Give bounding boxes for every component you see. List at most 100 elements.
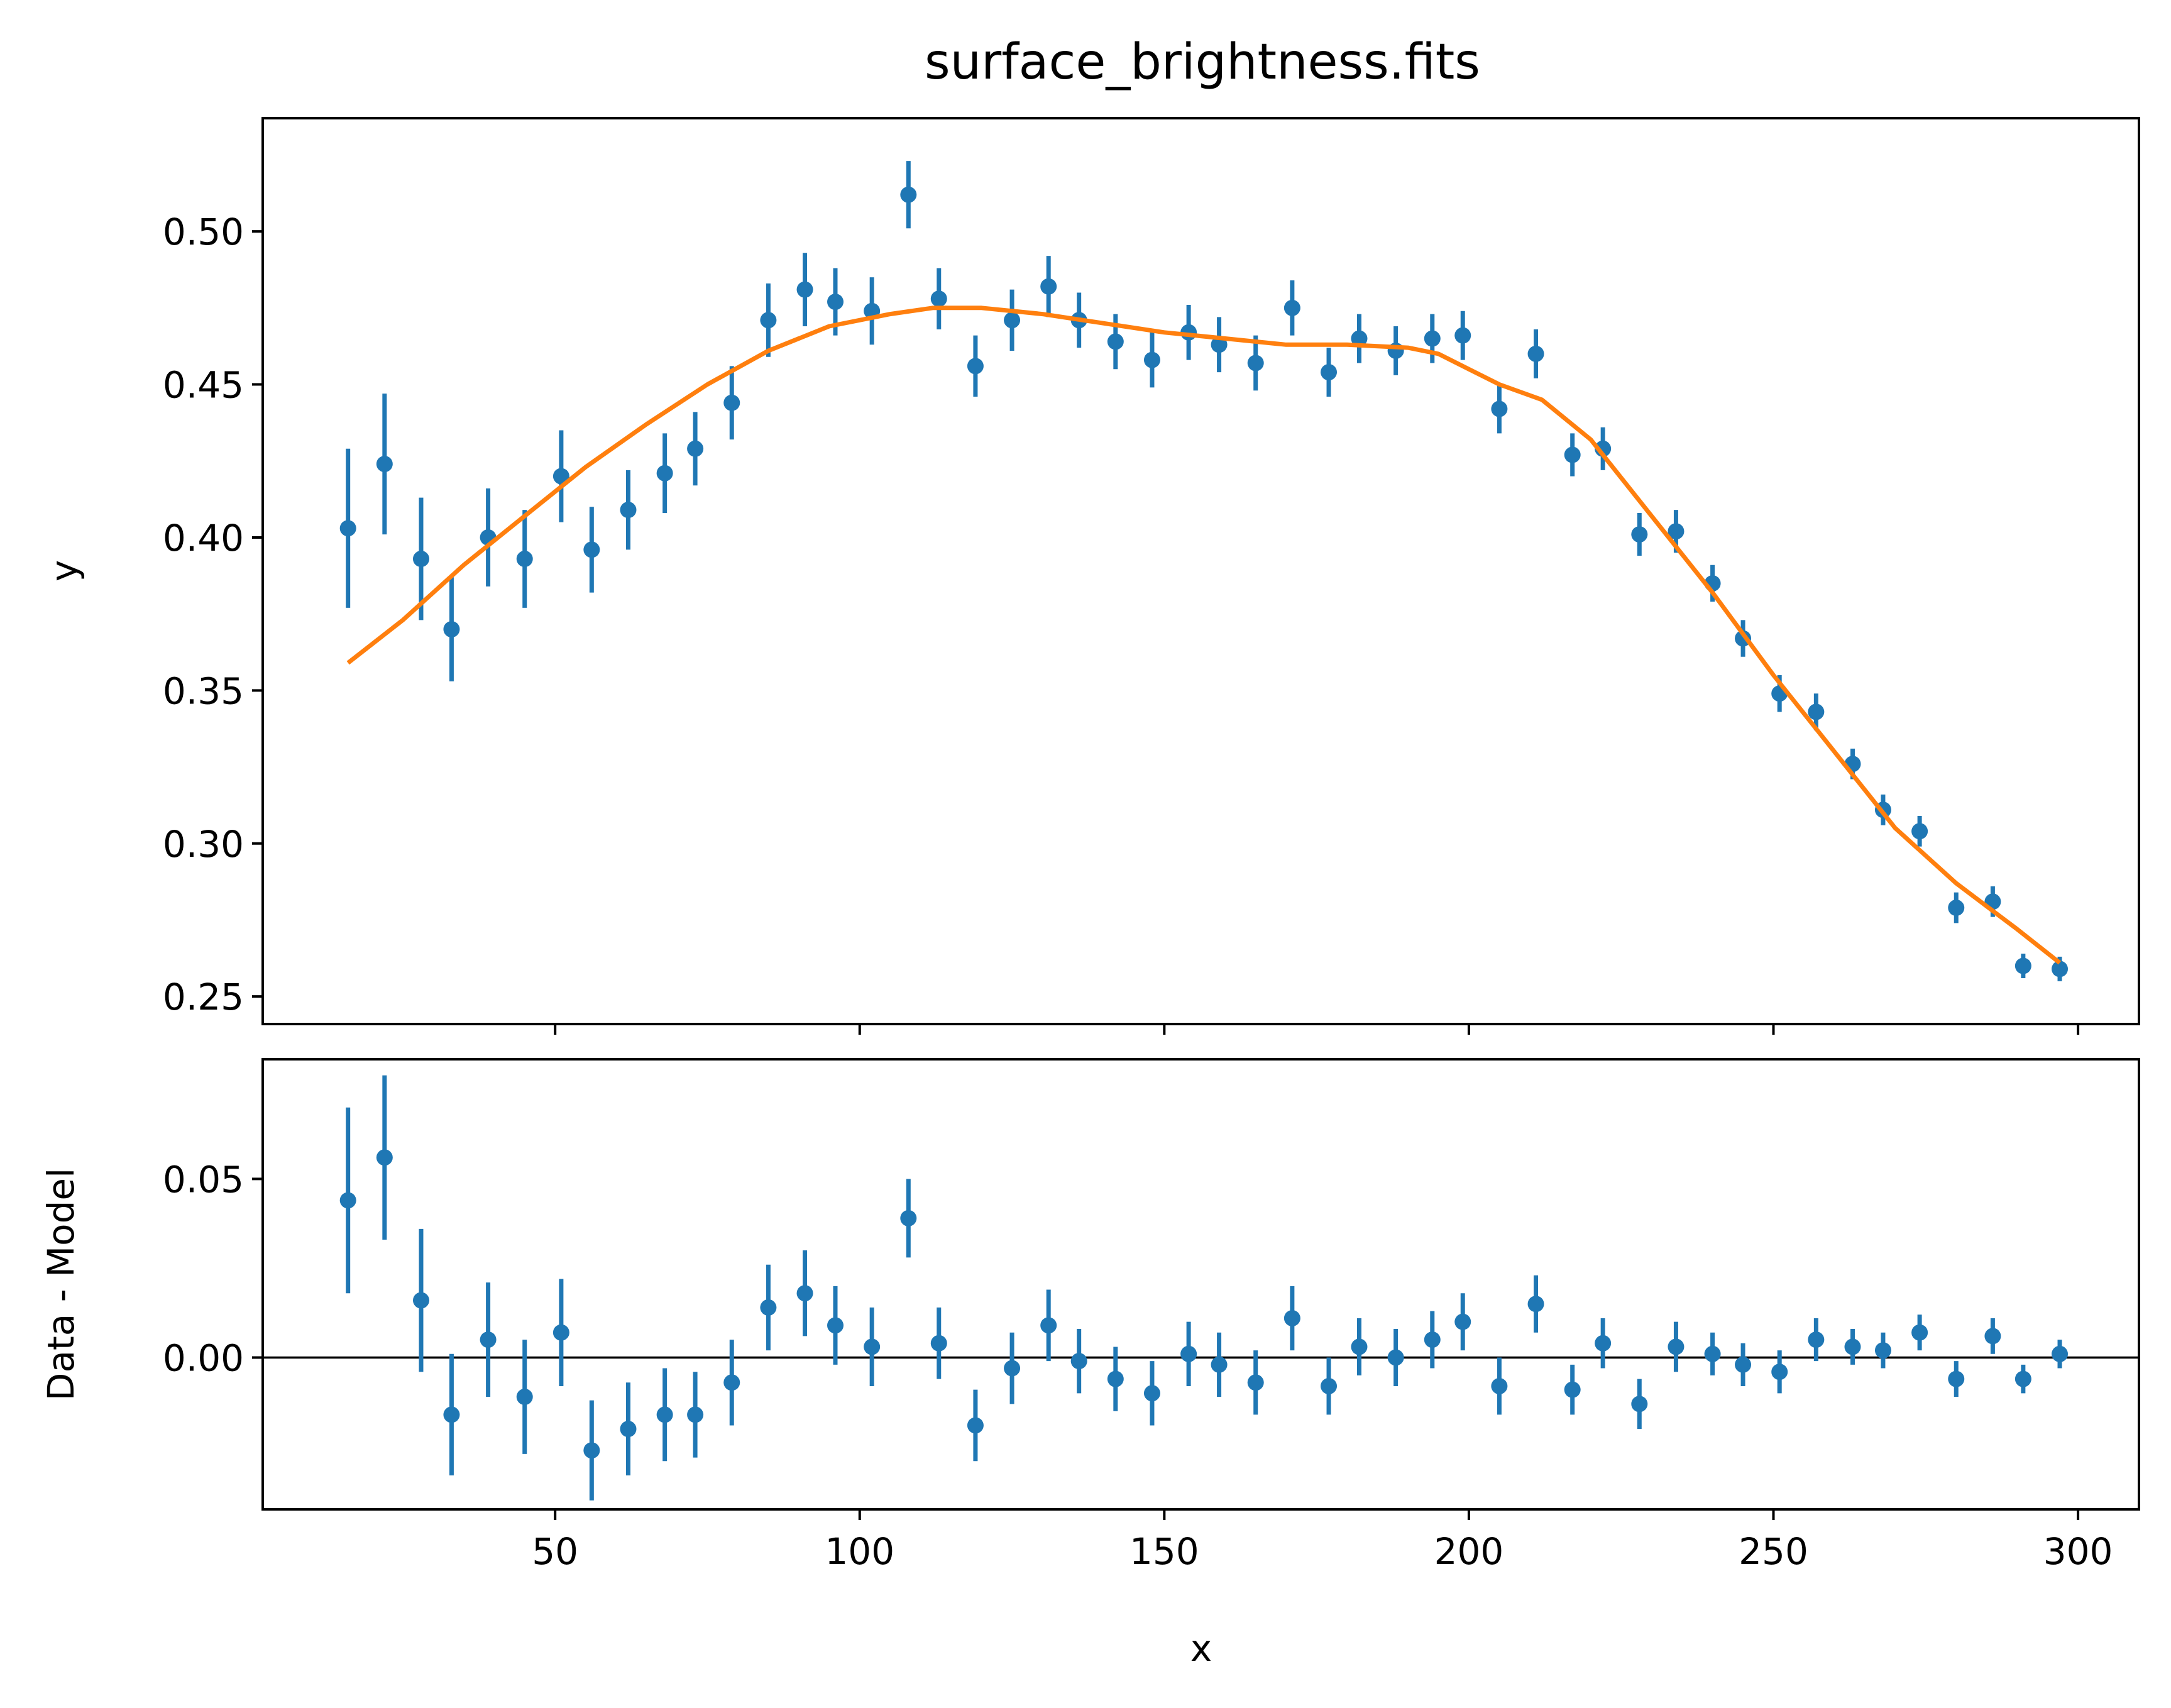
bottom-data-point xyxy=(967,1417,984,1434)
bottom-panel-frame xyxy=(261,1058,2140,1511)
top-data-point xyxy=(1564,446,1581,463)
bottom-data-point xyxy=(827,1317,844,1334)
bottom-data-point xyxy=(1984,1328,2001,1345)
bottom-data-point xyxy=(1704,1345,1721,1362)
top-y-tick-label: 0.40 xyxy=(163,517,244,559)
bottom-data-point xyxy=(376,1149,393,1166)
bottom-data-point xyxy=(516,1389,533,1405)
top-y-tick-label: 0.35 xyxy=(163,669,244,712)
top-data-point xyxy=(1040,278,1057,295)
bottom-data-point xyxy=(1564,1381,1581,1398)
bottom-data-point xyxy=(1844,1338,1861,1355)
bottom-data-point xyxy=(1180,1345,1197,1362)
top-panel: 0.25 0.30 0.35 0.40 0.45 0.50 y xyxy=(43,117,2140,1035)
top-data-point xyxy=(1424,330,1441,347)
bottom-data-point xyxy=(1387,1349,1404,1366)
top-data-point xyxy=(516,551,533,568)
top-data-point xyxy=(900,186,917,203)
bottom-data-point xyxy=(1040,1317,1057,1334)
top-data-point xyxy=(1948,900,1965,917)
bottom-data-point xyxy=(1491,1377,1508,1394)
top-data-point xyxy=(2014,957,2031,974)
bottom-data-point xyxy=(1911,1324,1928,1341)
top-y-tick-label: 0.25 xyxy=(163,976,244,1018)
bottom-x-tick-label: 300 xyxy=(2043,1530,2113,1573)
top-x-ticks xyxy=(554,1024,2080,1035)
bottom-data-point xyxy=(1668,1338,1685,1355)
bottom-y-axis-label: Data - Model xyxy=(40,1168,82,1401)
top-data-point xyxy=(1491,400,1508,417)
top-data-point xyxy=(1283,299,1300,316)
top-y-axis-label: y xyxy=(43,560,85,581)
top-data-point xyxy=(1454,327,1471,344)
bottom-data-point xyxy=(552,1324,569,1341)
bottom-data-point xyxy=(480,1331,497,1348)
bottom-data-point xyxy=(2052,1345,2069,1362)
bottom-data-point xyxy=(620,1421,637,1438)
bottom-data-point xyxy=(1283,1309,1300,1326)
bottom-data-point xyxy=(1321,1377,1338,1394)
top-data-point xyxy=(656,465,673,482)
bottom-y-tick-label: 0.00 xyxy=(163,1336,244,1379)
bottom-data-point xyxy=(1247,1374,1264,1391)
bottom-y-ticks: 0.00 0.05 xyxy=(163,1158,263,1379)
top-data-point xyxy=(760,312,777,329)
top-data-point xyxy=(1668,523,1685,540)
top-y-tick-label: 0.45 xyxy=(163,364,244,407)
top-data-point xyxy=(967,358,984,375)
bottom-x-tick-label: 250 xyxy=(1739,1530,1808,1573)
top-data-point xyxy=(827,294,844,311)
top-data-point xyxy=(1004,312,1021,329)
bottom-data-point xyxy=(900,1209,917,1226)
bottom-x-ticks: 50 100 150 200 250 300 xyxy=(532,1509,2113,1573)
bottom-panel: 0.000.05 50 100 150 200 250 300 Data - Model … xyxy=(40,1058,2140,1670)
top-data-point xyxy=(412,551,429,568)
bottom-data-point xyxy=(1735,1356,1752,1373)
bottom-data-point xyxy=(1143,1385,1160,1402)
bottom-data-point xyxy=(1771,1364,1788,1380)
top-data-point xyxy=(552,468,569,485)
bottom-data-point xyxy=(864,1338,881,1355)
bottom-data-point xyxy=(1527,1296,1544,1313)
bottom-data-point xyxy=(1631,1396,1648,1413)
bottom-x-tick-label: 100 xyxy=(825,1530,894,1573)
bottom-data-point xyxy=(1004,1360,1021,1377)
bottom-data-point xyxy=(1107,1370,1124,1387)
bottom-data-point xyxy=(1454,1313,1471,1330)
bottom-data-point xyxy=(1874,1342,1891,1359)
top-data-point xyxy=(1247,355,1264,372)
bottom-data-point xyxy=(1211,1356,1228,1373)
top-data-point xyxy=(1351,330,1368,347)
top-data-point xyxy=(620,502,637,519)
bottom-data-point xyxy=(760,1299,777,1316)
top-data-point xyxy=(1631,526,1648,543)
bottom-x-tick-label: 50 xyxy=(532,1530,578,1573)
top-data-point xyxy=(687,440,704,457)
model-curve xyxy=(346,306,2062,965)
top-y-tick-label: 0.30 xyxy=(163,823,244,866)
top-data-point xyxy=(1808,703,1825,720)
top-panel-frame xyxy=(261,117,2140,1025)
bottom-data-point xyxy=(1595,1335,1612,1352)
bottom-data-point xyxy=(1070,1353,1087,1370)
top-data-point xyxy=(339,520,356,537)
bottom-data-point xyxy=(1948,1370,1965,1387)
top-data-points xyxy=(339,186,2069,978)
x-axis-label: x xyxy=(1190,1627,1212,1670)
bottom-y-tick-label: 0.05 xyxy=(163,1158,244,1201)
top-y-tick-label: 0.50 xyxy=(163,211,244,253)
bottom-data-point xyxy=(412,1292,429,1309)
top-data-point xyxy=(583,541,600,558)
bottom-data-point xyxy=(930,1335,947,1352)
top-y-ticks: 0.25 0.30 0.35 0.40 0.45 0.50 xyxy=(163,211,263,1018)
top-data-point xyxy=(723,394,740,411)
bottom-x-tick-label: 200 xyxy=(1434,1530,1504,1573)
top-data-point xyxy=(1211,336,1228,353)
bottom-data-point xyxy=(1808,1331,1825,1348)
bottom-data-points xyxy=(339,1149,2069,1459)
chart-title: surface_brightness.fits xyxy=(925,34,1480,91)
top-data-point xyxy=(443,620,460,637)
top-data-point xyxy=(2052,961,2069,978)
